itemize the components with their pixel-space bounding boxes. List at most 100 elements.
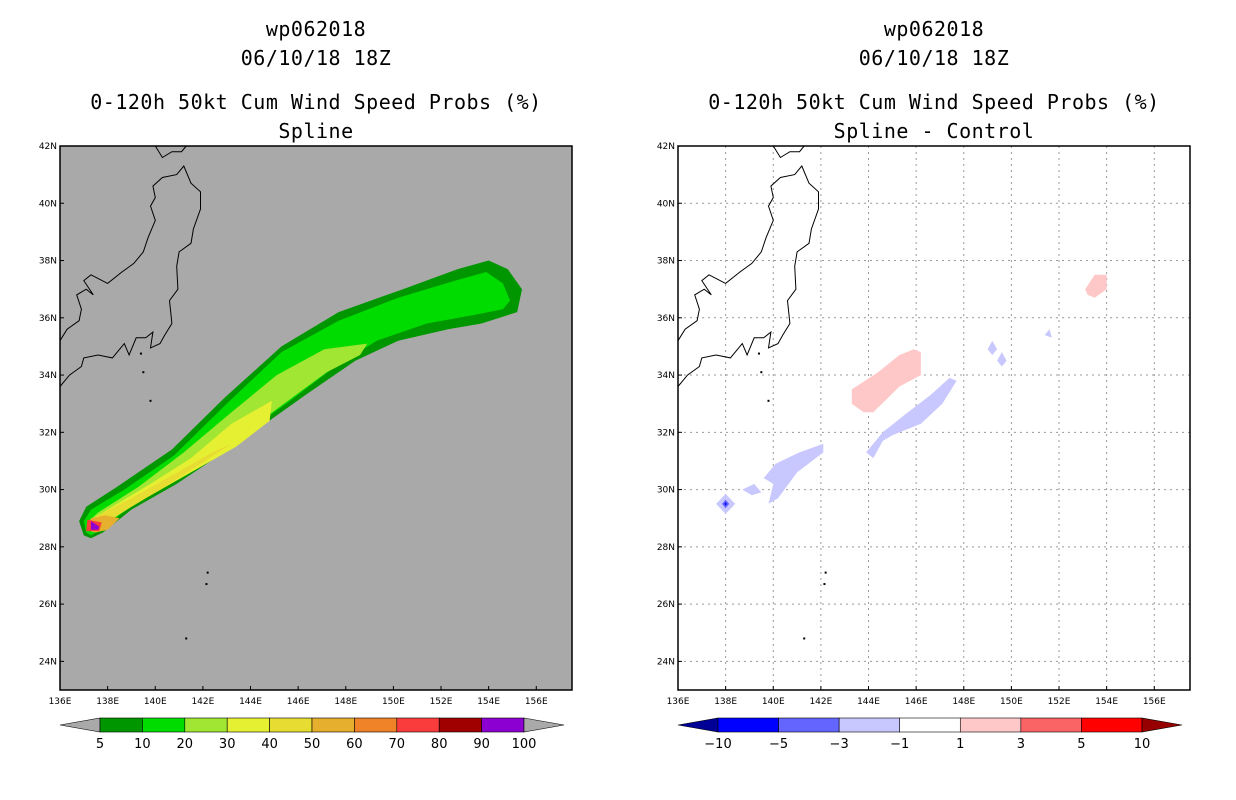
x-tick-label: 148E [952, 697, 975, 707]
contour-fill-neg1 [763, 443, 824, 504]
y-tick-label: 30N [39, 486, 57, 496]
contour-fill-40 [93, 443, 232, 524]
y-tick-label: 38N [657, 257, 675, 267]
right-chart-subtitle: Spline - Control [833, 119, 1035, 143]
island-dot [803, 637, 806, 640]
colorbar-over-arrow [523, 717, 565, 733]
colorbar-swatch [99, 717, 143, 733]
map-background [678, 146, 1190, 690]
y-tick-label: 34N [39, 371, 57, 381]
colorbar-over-arrow [1141, 717, 1183, 733]
contour-fill-30 [91, 400, 272, 527]
left-storm-header: wp062018 06/10/18 18Z [60, 15, 572, 73]
y-tick-label: 38N [39, 257, 57, 267]
island-dot [149, 399, 152, 402]
contour-fill-neg1 [866, 377, 957, 459]
colorbar-swatch [438, 717, 482, 733]
x-tick-label: 142E [191, 697, 214, 707]
colorbar-label: 90 [473, 737, 490, 752]
x-tick-label: 152E [1048, 697, 1071, 707]
y-tick-label: 40N [39, 199, 57, 209]
coastline-hokkaido [154, 145, 187, 159]
left-chart-title: 0-120h 50kt Cum Wind Speed Probs (%) [90, 90, 542, 114]
x-tick-label: 142E [809, 697, 832, 707]
x-tick-label: 138E [714, 697, 737, 707]
colorbar-swatch [899, 717, 961, 733]
contour-fill-neg1 [987, 340, 998, 355]
left-datetime: 06/10/18 18Z [240, 46, 392, 70]
coastline-honshu [59, 165, 201, 387]
y-tick-label: 28N [39, 543, 57, 553]
island-dot [139, 352, 142, 355]
x-tick-label: 150E [382, 697, 405, 707]
map-frame [677, 145, 1191, 691]
colorbar-label: 5 [1077, 737, 1085, 752]
colorbar-label: 10 [1134, 737, 1151, 752]
x-tick-label: 138E [96, 697, 119, 707]
contour-fill-neg5 [724, 502, 727, 506]
difference-map-panel: 136E 138E 140E 142E 144E 146E 148E 150E 152E 154E… [657, 142, 1191, 752]
island-dot [757, 352, 760, 355]
colorbar-label: 1 [956, 737, 964, 752]
x-tick-label: 150E [1000, 697, 1023, 707]
y-tick-label: 36N [39, 314, 57, 324]
colorbar: 5 10 20 30 40 50 60 70 80 90 100 [59, 717, 565, 752]
x-tick-label: 136E [49, 697, 72, 707]
island-dot [760, 371, 763, 374]
colorbar-swatch [269, 717, 313, 733]
contour-fill-100 [91, 521, 100, 530]
x-tick-label: 136E [667, 697, 690, 707]
colorbar-label: 60 [346, 737, 363, 752]
colorbar-swatch [959, 717, 1022, 733]
right-storm-id: wp062018 [883, 17, 985, 41]
right-chart-title: 0-120h 50kt Cum Wind Speed Probs (%) [708, 90, 1160, 114]
x-tick-label: 154E [1095, 697, 1118, 707]
y-tick-label: 42N [657, 142, 675, 152]
colorbar-swatch [481, 717, 525, 733]
y-tick-label: 26N [657, 600, 675, 610]
colorbar-swatch [396, 717, 440, 733]
contour-fill-neg1 [1044, 329, 1052, 338]
colorbar-label: 40 [261, 737, 278, 752]
colorbar-swatch [354, 717, 398, 733]
island-dot [205, 583, 208, 586]
colorbar-swatch [1020, 717, 1082, 733]
colorbar-swatch [778, 717, 840, 733]
y-tick-label: 28N [657, 543, 675, 553]
island-dot [824, 571, 827, 574]
contour-fill-neg1 [997, 352, 1007, 367]
island-dot [767, 399, 770, 402]
coastline-honshu [677, 165, 819, 387]
contour-fill-neg1 [742, 483, 762, 496]
contour-fill-1 [1085, 274, 1107, 298]
spline-map-panel: 136E 138E 140E 142E 144E 146E 148E 150E 152E 154E… [39, 142, 573, 752]
colorbar-under-arrow [59, 717, 101, 733]
island-dot [185, 637, 188, 640]
colorbar-label: 30 [219, 737, 236, 752]
map-frame [59, 145, 573, 691]
colorbar-label: 5 [96, 737, 104, 752]
colorbar-swatch [226, 717, 270, 733]
y-tick-label: 40N [657, 199, 675, 209]
x-tick-label: 148E [334, 697, 357, 707]
colorbar-label: 3 [1017, 737, 1025, 752]
island-dot [823, 583, 826, 586]
x-tick-label: 140E [762, 697, 785, 707]
right-datetime: 06/10/18 18Z [858, 46, 1010, 70]
colorbar: −10 −5 −3 −1 1 3 5 10 [677, 717, 1183, 752]
left-storm-id: wp062018 [265, 17, 367, 41]
y-tick-label: 34N [657, 371, 675, 381]
y-tick-label: 26N [39, 600, 57, 610]
x-tick-label: 146E [905, 697, 928, 707]
colorbar-label: 10 [134, 737, 151, 752]
colorbar-label: −3 [830, 737, 849, 752]
y-tick-label: 24N [39, 657, 57, 667]
colorbar-label: 100 [512, 737, 537, 752]
island-dot [142, 371, 145, 374]
y-tick-label: 32N [39, 428, 57, 438]
colorbar-swatch [717, 717, 779, 733]
contour-fill-1 [851, 349, 921, 413]
coastline-hokkaido [772, 145, 805, 159]
colorbar-swatch [142, 717, 186, 733]
